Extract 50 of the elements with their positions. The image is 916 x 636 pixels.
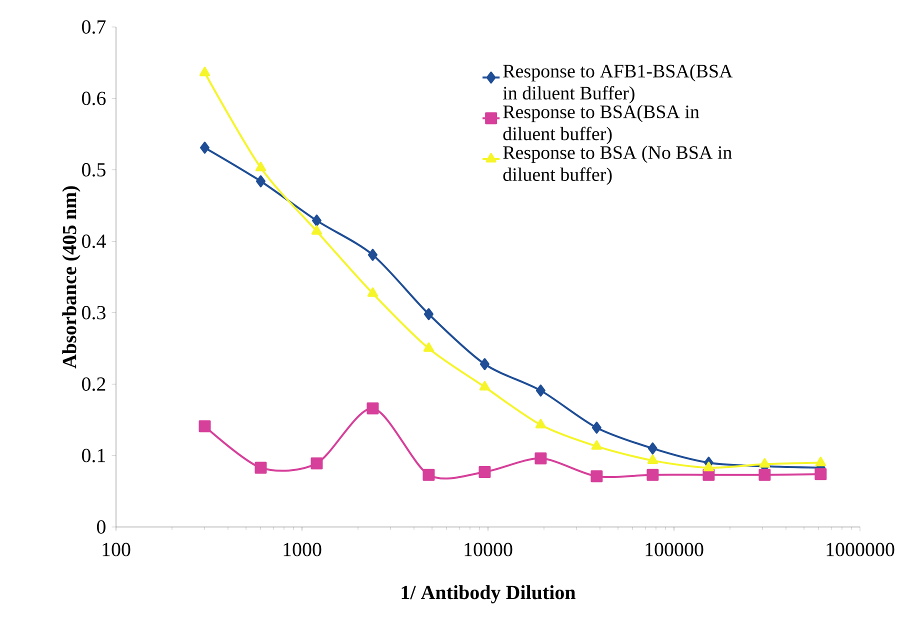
point	[199, 66, 210, 76]
y-tick-label: 0.1	[82, 448, 106, 462]
point	[424, 308, 434, 320]
point	[534, 452, 547, 464]
point	[367, 287, 378, 297]
point	[200, 142, 210, 154]
x-tick-label: 1000000	[826, 542, 894, 556]
y-tick-label: 0.2	[82, 377, 106, 391]
y-tick-label: 0.3	[82, 306, 106, 320]
point	[758, 468, 771, 481]
point	[198, 420, 211, 432]
y-tick-label: 0.7	[82, 20, 106, 34]
x-tick-label: 1000	[284, 542, 322, 556]
x-tick-label: 100	[102, 542, 130, 556]
point	[366, 402, 379, 414]
point	[590, 470, 603, 482]
point	[592, 422, 602, 434]
y-tick-label: 0.5	[82, 163, 106, 177]
point	[312, 214, 322, 227]
point	[648, 442, 658, 454]
point	[536, 384, 546, 397]
point	[814, 468, 827, 480]
point	[535, 418, 546, 428]
point	[759, 458, 770, 468]
legend-label: Response to BSA (No BSA in diluent buffer)	[503, 146, 732, 185]
point	[479, 380, 490, 390]
legend-label: Response to BSA(BSA in diluent buffer)	[503, 104, 700, 144]
point	[310, 457, 323, 470]
x-tick-label: 10000	[464, 542, 512, 556]
point	[255, 162, 266, 172]
point	[591, 440, 602, 450]
point	[703, 462, 714, 472]
point	[480, 358, 490, 370]
point	[368, 248, 378, 261]
legend-label: Response to AFB1-BSA(BSA in diluent Buffer)	[503, 64, 733, 104]
y-tick-label: 0.6	[82, 92, 106, 106]
x-tick-label: 100000	[646, 542, 704, 556]
point	[647, 454, 658, 464]
point	[478, 466, 491, 478]
point	[815, 456, 826, 466]
point	[254, 462, 267, 474]
point	[646, 468, 659, 481]
x-axis-title: 1/ Antibody Dilution	[402, 585, 576, 604]
y-tick-label: 0	[97, 520, 106, 534]
y-axis-title: Absorbance (405 nm)	[62, 186, 80, 368]
y-tick-label: 0.4	[82, 234, 106, 248]
point	[422, 468, 435, 481]
point	[423, 342, 434, 352]
point	[311, 225, 322, 235]
point	[256, 175, 266, 188]
